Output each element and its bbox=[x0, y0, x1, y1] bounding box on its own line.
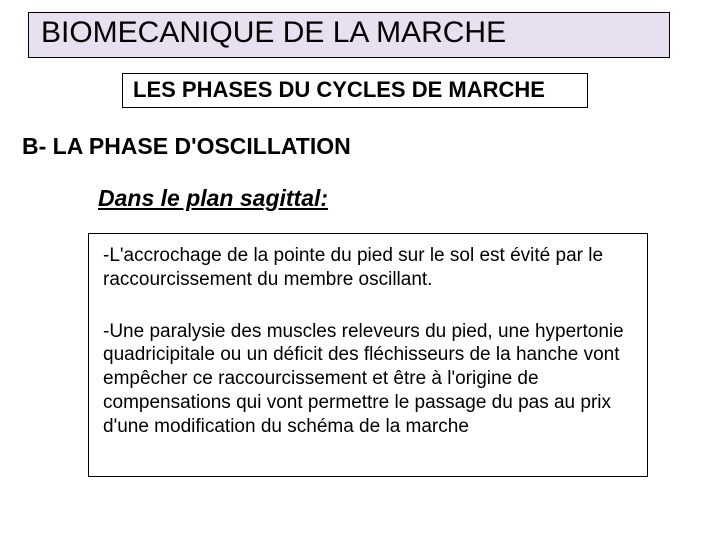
section-subheading: Dans le plan sagittal: bbox=[98, 185, 328, 212]
slide-title: BIOMECANIQUE DE LA MARCHE bbox=[41, 16, 506, 49]
body-text-box: -L'accrochage de la pointe du pied sur l… bbox=[88, 233, 648, 477]
body-paragraph: -L'accrochage de la pointe du pied sur l… bbox=[103, 244, 633, 292]
body-paragraph: -Une paralysie des muscles releveurs du … bbox=[103, 320, 633, 439]
slide-subtitle-box: LES PHASES DU CYCLES DE MARCHE bbox=[122, 73, 588, 108]
section-subheading-text: Dans le plan sagittal: bbox=[98, 185, 328, 211]
section-heading: B- LA PHASE D'OSCILLATION bbox=[22, 133, 351, 160]
section-heading-text: B- LA PHASE D'OSCILLATION bbox=[22, 133, 351, 159]
slide-title-box: BIOMECANIQUE DE LA MARCHE bbox=[28, 12, 670, 58]
slide-subtitle: LES PHASES DU CYCLES DE MARCHE bbox=[133, 77, 545, 102]
